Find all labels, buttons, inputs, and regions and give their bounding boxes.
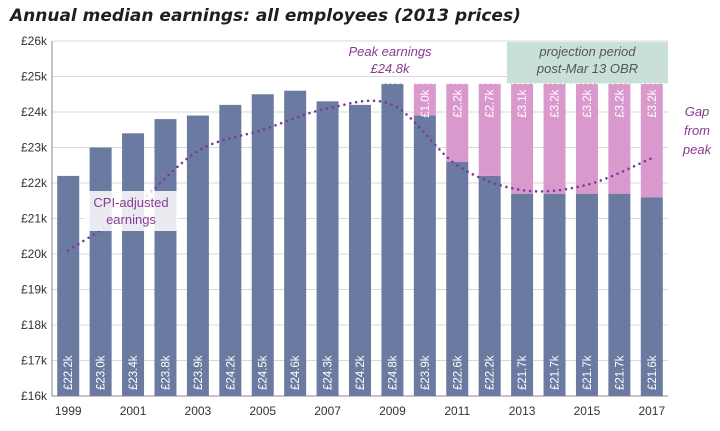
bar (186, 115, 209, 397)
gap-value-label: £3.2k (582, 89, 594, 117)
gap-value-label: £3.2k (647, 89, 659, 117)
bar (413, 115, 436, 397)
x-tick-label: 2011 (444, 404, 470, 418)
bar (446, 161, 469, 396)
gap-from-peak-label: Gap (685, 104, 710, 119)
gap-bar (640, 83, 663, 198)
bar (349, 104, 371, 397)
bar-value-label: £24.5k (258, 355, 270, 390)
bar-value-label: £23.4k (128, 355, 140, 390)
bar-value-label: £23.8k (160, 355, 172, 390)
y-tick-label: £21k (21, 212, 48, 226)
cpi-label: earnings (106, 212, 156, 227)
bar-value-label: £23.9k (420, 355, 432, 390)
gap-value-label: £2.7k (485, 89, 497, 117)
projection-label: projection period (538, 44, 636, 59)
y-tick-label: £20k (21, 247, 48, 261)
y-tick-label: £22k (21, 176, 48, 190)
y-tick-label: £24k (21, 105, 48, 119)
cpi-label-box (84, 191, 178, 231)
x-tick-label: 2003 (185, 404, 212, 418)
bar (219, 104, 242, 397)
gap-bar (608, 83, 631, 194)
bar-value-label: £23.9k (193, 355, 205, 390)
x-tick-label: 2013 (509, 404, 536, 418)
y-tick-label: £19k (21, 283, 48, 297)
gap-bar (543, 83, 566, 194)
bar (251, 94, 274, 396)
bar (57, 175, 80, 396)
y-tick-label: £18k (21, 318, 48, 332)
bar-value-label: £22.2k (63, 355, 75, 390)
peak-label: £24.8k (369, 61, 411, 76)
gap-bar (511, 83, 534, 194)
bar (316, 101, 339, 396)
bar (381, 83, 404, 396)
bar-value-label: £21.7k (517, 355, 529, 390)
x-tick-label: 2005 (249, 404, 276, 418)
y-tick-label: £17k (21, 354, 48, 368)
gap-from-peak-label: from (684, 123, 710, 138)
projection-label: post-Mar 13 OBR (536, 61, 638, 76)
bar (608, 193, 631, 396)
bar-value-label: £23.0k (96, 355, 108, 390)
cpi-line (66, 99, 654, 252)
bar-value-label: £24.3k (323, 355, 335, 390)
bar (478, 175, 501, 396)
y-tick-label: £23k (21, 141, 48, 155)
gap-bar (478, 83, 501, 176)
x-tick-label: 2017 (638, 404, 665, 418)
gap-value-label: £3.2k (614, 89, 626, 117)
bar-value-label: £24.6k (290, 355, 302, 390)
x-tick-label: 2015 (574, 404, 601, 418)
bar-value-label: £24.8k (387, 355, 399, 390)
bar-value-label: £21.7k (550, 355, 562, 390)
cpi-label: CPI-adjusted (93, 195, 168, 210)
y-tick-label: £26k (21, 34, 48, 48)
bar (154, 119, 177, 396)
y-tick-label: £25k (21, 70, 48, 84)
gap-bar (446, 83, 469, 162)
gap-value-label: £3.2k (550, 89, 562, 117)
y-tick-label: £16k (21, 389, 48, 403)
bar-value-label: £24.2k (225, 355, 237, 390)
x-tick-label: 1999 (55, 404, 82, 418)
bar (575, 193, 598, 396)
gap-value-label: £2.2k (452, 89, 464, 117)
bar (511, 193, 534, 396)
x-tick-label: 2009 (379, 404, 406, 418)
bar-value-label: £24.2k (355, 355, 367, 390)
x-tick-label: 2001 (120, 404, 147, 418)
gap-from-peak-label: peak (682, 142, 713, 157)
peak-label: Peak earnings (348, 44, 432, 59)
bar (543, 193, 566, 396)
chart-title: Annual median earnings: all employees (2… (10, 6, 521, 26)
x-tick-label: 2007 (314, 404, 341, 418)
bar-value-label: £22.2k (485, 355, 497, 390)
bar-value-label: £22.6k (452, 355, 464, 390)
bar-value-label: £21.6k (647, 355, 659, 390)
gap-bar (413, 83, 436, 116)
bar (284, 90, 307, 396)
bar-value-label: £21.7k (614, 355, 626, 390)
gap-value-label: £3.1k (517, 89, 529, 117)
bar (640, 197, 663, 396)
bar-value-label: £21.7k (582, 355, 594, 390)
gap-bar (575, 83, 598, 194)
gap-value-label: £1.0k (420, 89, 432, 117)
